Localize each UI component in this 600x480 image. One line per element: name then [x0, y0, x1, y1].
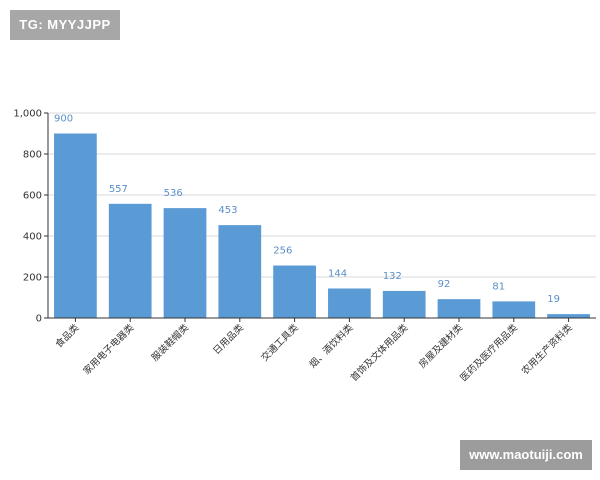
bar — [547, 314, 590, 318]
data-label: 132 — [383, 271, 402, 282]
bar — [108, 203, 152, 318]
site-watermark: www.maotuiji.com — [460, 440, 592, 470]
data-label: 19 — [547, 294, 560, 305]
category-label: 家用电子电器类 — [81, 321, 137, 377]
data-label: 536 — [164, 188, 183, 199]
bars — [54, 133, 590, 318]
bar — [163, 208, 207, 318]
data-label: 557 — [109, 184, 128, 195]
grid-lines — [44, 112, 596, 319]
y-tick-label: 600 — [23, 191, 42, 202]
data-label: 92 — [438, 279, 451, 290]
bar — [54, 133, 97, 318]
category-label: 农用生产资料类 — [519, 321, 575, 377]
y-tick-label: 0 — [36, 314, 42, 325]
data-label: 144 — [328, 268, 347, 279]
category-label: 烟、酒饮料类 — [307, 321, 356, 370]
y-tick-label: 1,000 — [13, 109, 42, 120]
y-tick-label: 800 — [23, 150, 42, 161]
bar — [382, 290, 426, 318]
category-label: 交通工具类 — [259, 321, 301, 363]
category-label: 医药及医疗用品类 — [458, 321, 521, 384]
y-tick-label: 200 — [23, 273, 42, 284]
tag-watermark: TG: MYYJJPP — [10, 10, 120, 40]
category-label: 房屋及建材类 — [416, 321, 465, 370]
category-label: 首饰及文体用品类 — [348, 321, 411, 384]
y-axis-tick-labels: 0 200 400 600 800 1,000 — [13, 109, 42, 325]
y-tick-label: 400 — [23, 232, 42, 243]
bar — [328, 288, 371, 318]
category-label: 服装鞋帽类 — [149, 321, 191, 363]
data-label: 81 — [492, 281, 505, 292]
axes — [47, 113, 596, 319]
category-label: 日用品类 — [211, 321, 247, 357]
data-label: 256 — [273, 246, 292, 257]
data-label: 900 — [54, 114, 73, 125]
bar — [273, 265, 316, 318]
data-label: 453 — [218, 205, 237, 216]
bar — [492, 301, 536, 318]
data-labels: 900 557 536 453 256 144 132 92 81 19 — [54, 114, 560, 306]
bar — [437, 299, 481, 318]
bar — [218, 225, 262, 318]
category-label: 食品类 — [53, 321, 82, 350]
